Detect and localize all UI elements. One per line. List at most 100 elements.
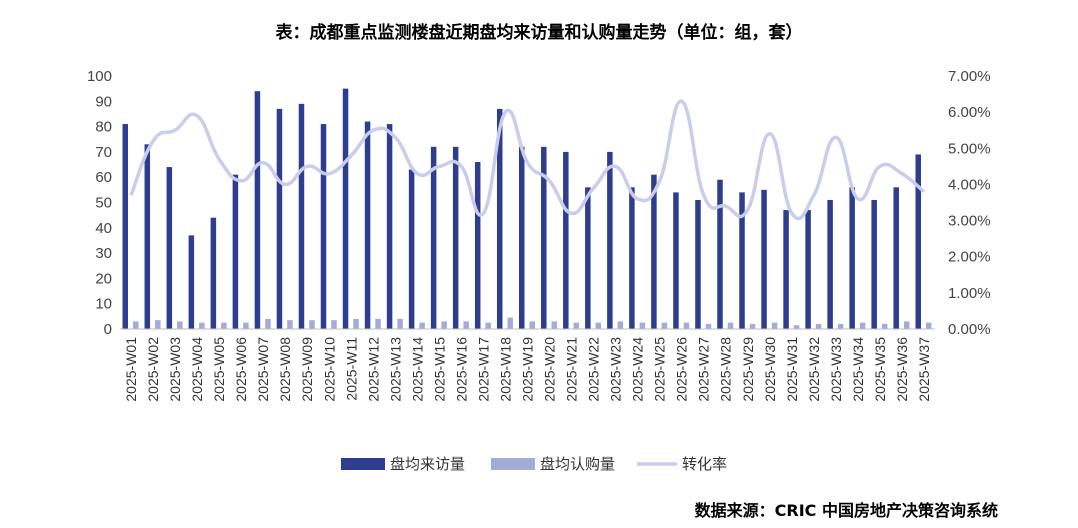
line-series xyxy=(129,99,926,221)
bar-subscriptions xyxy=(705,323,712,329)
bar-subscriptions xyxy=(463,321,469,329)
bar-visits xyxy=(188,235,195,329)
right-tick-label: 2.00% xyxy=(948,249,991,266)
legend-label-visits: 盘均来访量 xyxy=(390,455,465,473)
x-tick-label: 2025-W26 xyxy=(674,337,690,402)
right-tick-label: 7.00% xyxy=(948,68,991,85)
x-tick-label: 2025-W19 xyxy=(520,337,536,402)
bar-subscriptions xyxy=(199,322,205,329)
x-tick-label: 2025-W01 xyxy=(123,337,139,402)
x-tick-label: 2025-W02 xyxy=(145,337,161,402)
x-tick-label: 2025-W05 xyxy=(211,337,227,402)
bar-visits xyxy=(166,167,173,329)
x-tick-label: 2025-W34 xyxy=(850,337,866,402)
x-tick-label: 2025-W30 xyxy=(762,337,778,402)
x-tick-label: 2025-W22 xyxy=(586,337,602,402)
bar-subscriptions xyxy=(133,321,139,329)
bar-subscriptions xyxy=(793,325,800,329)
bar-subscriptions xyxy=(331,320,337,329)
bar-subscriptions xyxy=(683,322,690,329)
bar-subscriptions xyxy=(573,322,580,329)
bar-subscriptions xyxy=(925,322,932,329)
x-tick-label: 2025-W33 xyxy=(828,337,844,402)
bar-subscriptions xyxy=(859,322,866,329)
bar-subscriptions xyxy=(749,323,756,329)
x-tick-label: 2025-W18 xyxy=(497,337,513,402)
bar-subscriptions xyxy=(551,321,558,329)
bar-visits xyxy=(541,146,547,329)
bar-visits xyxy=(761,189,767,329)
x-tick-label: 2025-W25 xyxy=(652,337,668,402)
bar-visits xyxy=(474,162,481,329)
bar-visits xyxy=(563,151,569,329)
right-tick-label: 1.00% xyxy=(948,285,991,302)
bar-visits xyxy=(320,124,327,329)
bar-subscriptions xyxy=(507,317,513,329)
x-tick-label: 2025-W21 xyxy=(564,337,580,402)
bar-subscriptions xyxy=(529,321,535,329)
x-tick-label: 2025-W28 xyxy=(718,337,734,402)
bar-visits xyxy=(496,108,503,329)
bar-visits xyxy=(342,88,349,330)
bar-subscriptions xyxy=(903,321,910,329)
bar-subscriptions xyxy=(771,322,778,329)
x-tick-label: 2025-W29 xyxy=(740,337,756,402)
bar-subscriptions xyxy=(177,321,183,329)
right-tick-label: 5.00% xyxy=(948,140,991,157)
left-tick-label: 50 xyxy=(95,195,112,212)
bar-subscriptions xyxy=(353,318,359,329)
x-tick-label: 2025-W17 xyxy=(475,337,491,402)
x-tick-label: 2025-W35 xyxy=(872,337,888,402)
x-tick-label: 2025-W37 xyxy=(916,337,932,402)
bar-subscriptions xyxy=(485,322,491,329)
left-tick-label: 90 xyxy=(95,93,112,110)
bar-visits xyxy=(739,192,745,329)
right-tick-label: 4.00% xyxy=(948,176,991,193)
bar-visits xyxy=(254,91,261,330)
right-tick-label: 3.00% xyxy=(948,213,991,230)
left-tick-label: 70 xyxy=(95,144,112,161)
x-axis-ticks: 2025-W01 2025-W02 2025-W03 2025-W04 2025-W05… xyxy=(123,337,932,402)
bar-subscriptions xyxy=(881,323,888,329)
bar-visits xyxy=(915,154,921,329)
bar-subscriptions xyxy=(309,320,315,329)
bar-subscriptions xyxy=(617,321,624,329)
bar-visits xyxy=(232,174,239,329)
bar-visits xyxy=(651,174,657,329)
legend: 盘均来访量 盘均认购量 转化率 xyxy=(341,455,727,473)
x-tick-label: 2025-W10 xyxy=(321,337,337,402)
x-tick-label: 2025-W36 xyxy=(894,337,910,402)
x-tick-label: 2025-W03 xyxy=(167,337,183,402)
bar-subscriptions xyxy=(419,322,425,329)
left-y-axis: 0 10 20 30 40 50 60 70 80 90 100 xyxy=(87,68,112,338)
bar-visits xyxy=(386,124,393,329)
bar-series xyxy=(122,88,932,330)
x-tick-label: 2025-W32 xyxy=(806,337,822,402)
left-tick-label: 30 xyxy=(95,245,112,262)
bar-subscriptions xyxy=(661,322,668,329)
bar-subscriptions xyxy=(287,320,293,329)
bar-subscriptions xyxy=(727,322,734,329)
x-tick-label: 2025-W11 xyxy=(343,337,359,401)
bar-visits xyxy=(408,169,415,329)
legend-swatch-subscriptions xyxy=(491,458,535,470)
x-tick-label: 2025-W31 xyxy=(784,337,800,402)
x-tick-label: 2025-W04 xyxy=(189,337,205,402)
left-tick-label: 10 xyxy=(95,296,112,313)
bar-subscriptions xyxy=(815,323,822,329)
x-tick-label: 2025-W13 xyxy=(387,337,403,402)
bar-visits xyxy=(607,151,613,329)
bar-visits xyxy=(210,217,217,329)
left-tick-label: 40 xyxy=(95,220,112,237)
x-tick-label: 2025-W16 xyxy=(453,337,469,402)
bar-visits xyxy=(519,146,525,329)
bar-visits xyxy=(871,199,877,329)
x-tick-label: 2025-W23 xyxy=(608,337,624,402)
bar-visits xyxy=(805,210,811,329)
conversion-rate-line xyxy=(129,99,926,221)
bar-subscriptions xyxy=(243,322,249,329)
right-tick-label: 0.00% xyxy=(948,321,991,338)
bar-visits xyxy=(849,187,855,329)
x-tick-label: 2025-W14 xyxy=(409,337,425,402)
source-note: 数据来源：CRIC 中国房地产决策咨询系统 xyxy=(694,501,998,520)
